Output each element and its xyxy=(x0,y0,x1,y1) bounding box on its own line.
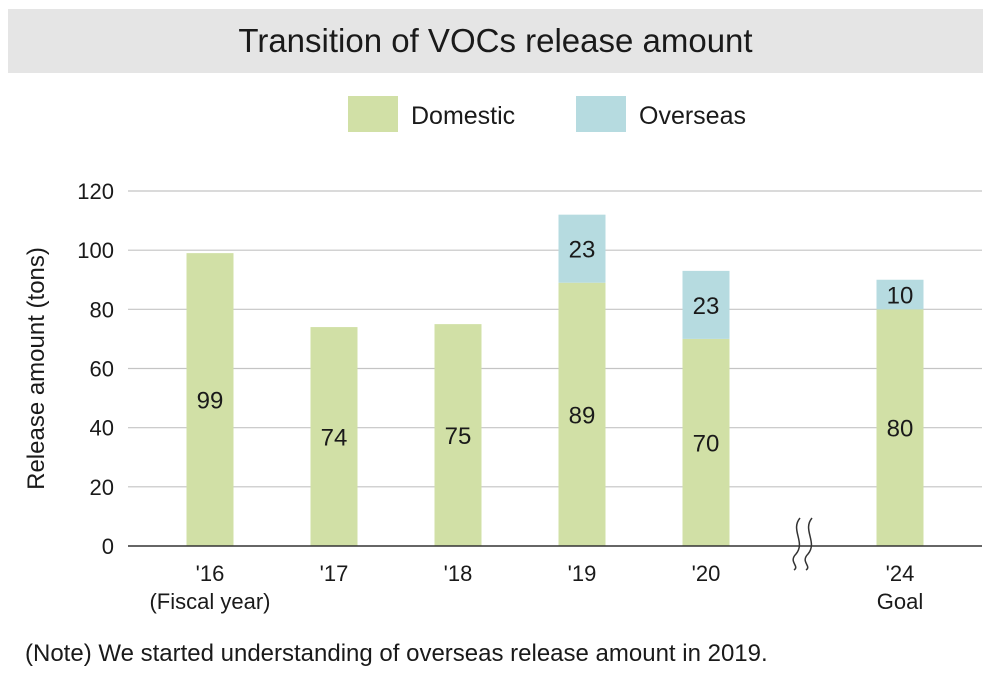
y-tick-label: 60 xyxy=(90,357,114,382)
x-tick-label: '24 xyxy=(886,561,915,586)
data-label-overseas: 10 xyxy=(887,283,914,310)
chart-title: Transition of VOCs release amount xyxy=(238,22,753,59)
x-tick-label: '16 xyxy=(196,561,225,586)
bar-overseas xyxy=(558,214,606,283)
bar-domestic xyxy=(558,282,606,546)
y-tick-label: 20 xyxy=(90,475,114,500)
legend-swatch xyxy=(348,96,398,132)
x-tick-sublabel: Goal xyxy=(877,589,923,614)
x-tick-label: '20 xyxy=(692,561,721,586)
axis-break-mark xyxy=(792,517,801,571)
bar-domestic xyxy=(310,327,358,546)
y-tick-label: 0 xyxy=(102,534,114,559)
chart-note: (Note) We started understanding of overs… xyxy=(25,640,768,667)
y-tick-label: 40 xyxy=(90,416,114,441)
y-tick-label: 100 xyxy=(77,238,114,263)
data-label-overseas: 23 xyxy=(569,237,596,264)
legend-label: Domestic xyxy=(411,102,515,130)
x-tick-sublabel: (Fiscal year) xyxy=(149,589,270,614)
x-tick-label: '17 xyxy=(320,561,349,586)
bar-overseas xyxy=(682,270,730,339)
chart-title-bar: Transition of VOCs release amount xyxy=(8,9,983,73)
data-label-domestic: 99 xyxy=(197,388,224,415)
y-tick-label: 120 xyxy=(77,179,114,204)
bar-overseas xyxy=(876,279,924,310)
bar-domestic xyxy=(682,338,730,546)
axis-break-mark xyxy=(804,517,813,571)
y-tick-label: 80 xyxy=(90,297,114,322)
x-tick-label: '19 xyxy=(568,561,597,586)
data-label-domestic: 70 xyxy=(693,430,720,457)
data-label-domestic: 80 xyxy=(887,416,914,443)
bar-domestic xyxy=(186,253,234,546)
data-label-domestic: 89 xyxy=(569,402,596,429)
data-label-domestic: 74 xyxy=(321,425,348,452)
data-label-overseas: 23 xyxy=(693,293,720,320)
legend-swatch xyxy=(576,96,626,132)
bar-domestic xyxy=(434,324,482,546)
legend-label: Overseas xyxy=(639,102,746,130)
data-label-domestic: 75 xyxy=(445,423,472,450)
y-axis-label: Release amount (tons) xyxy=(23,247,50,490)
bar-domestic xyxy=(876,309,924,546)
x-tick-label: '18 xyxy=(444,561,473,586)
